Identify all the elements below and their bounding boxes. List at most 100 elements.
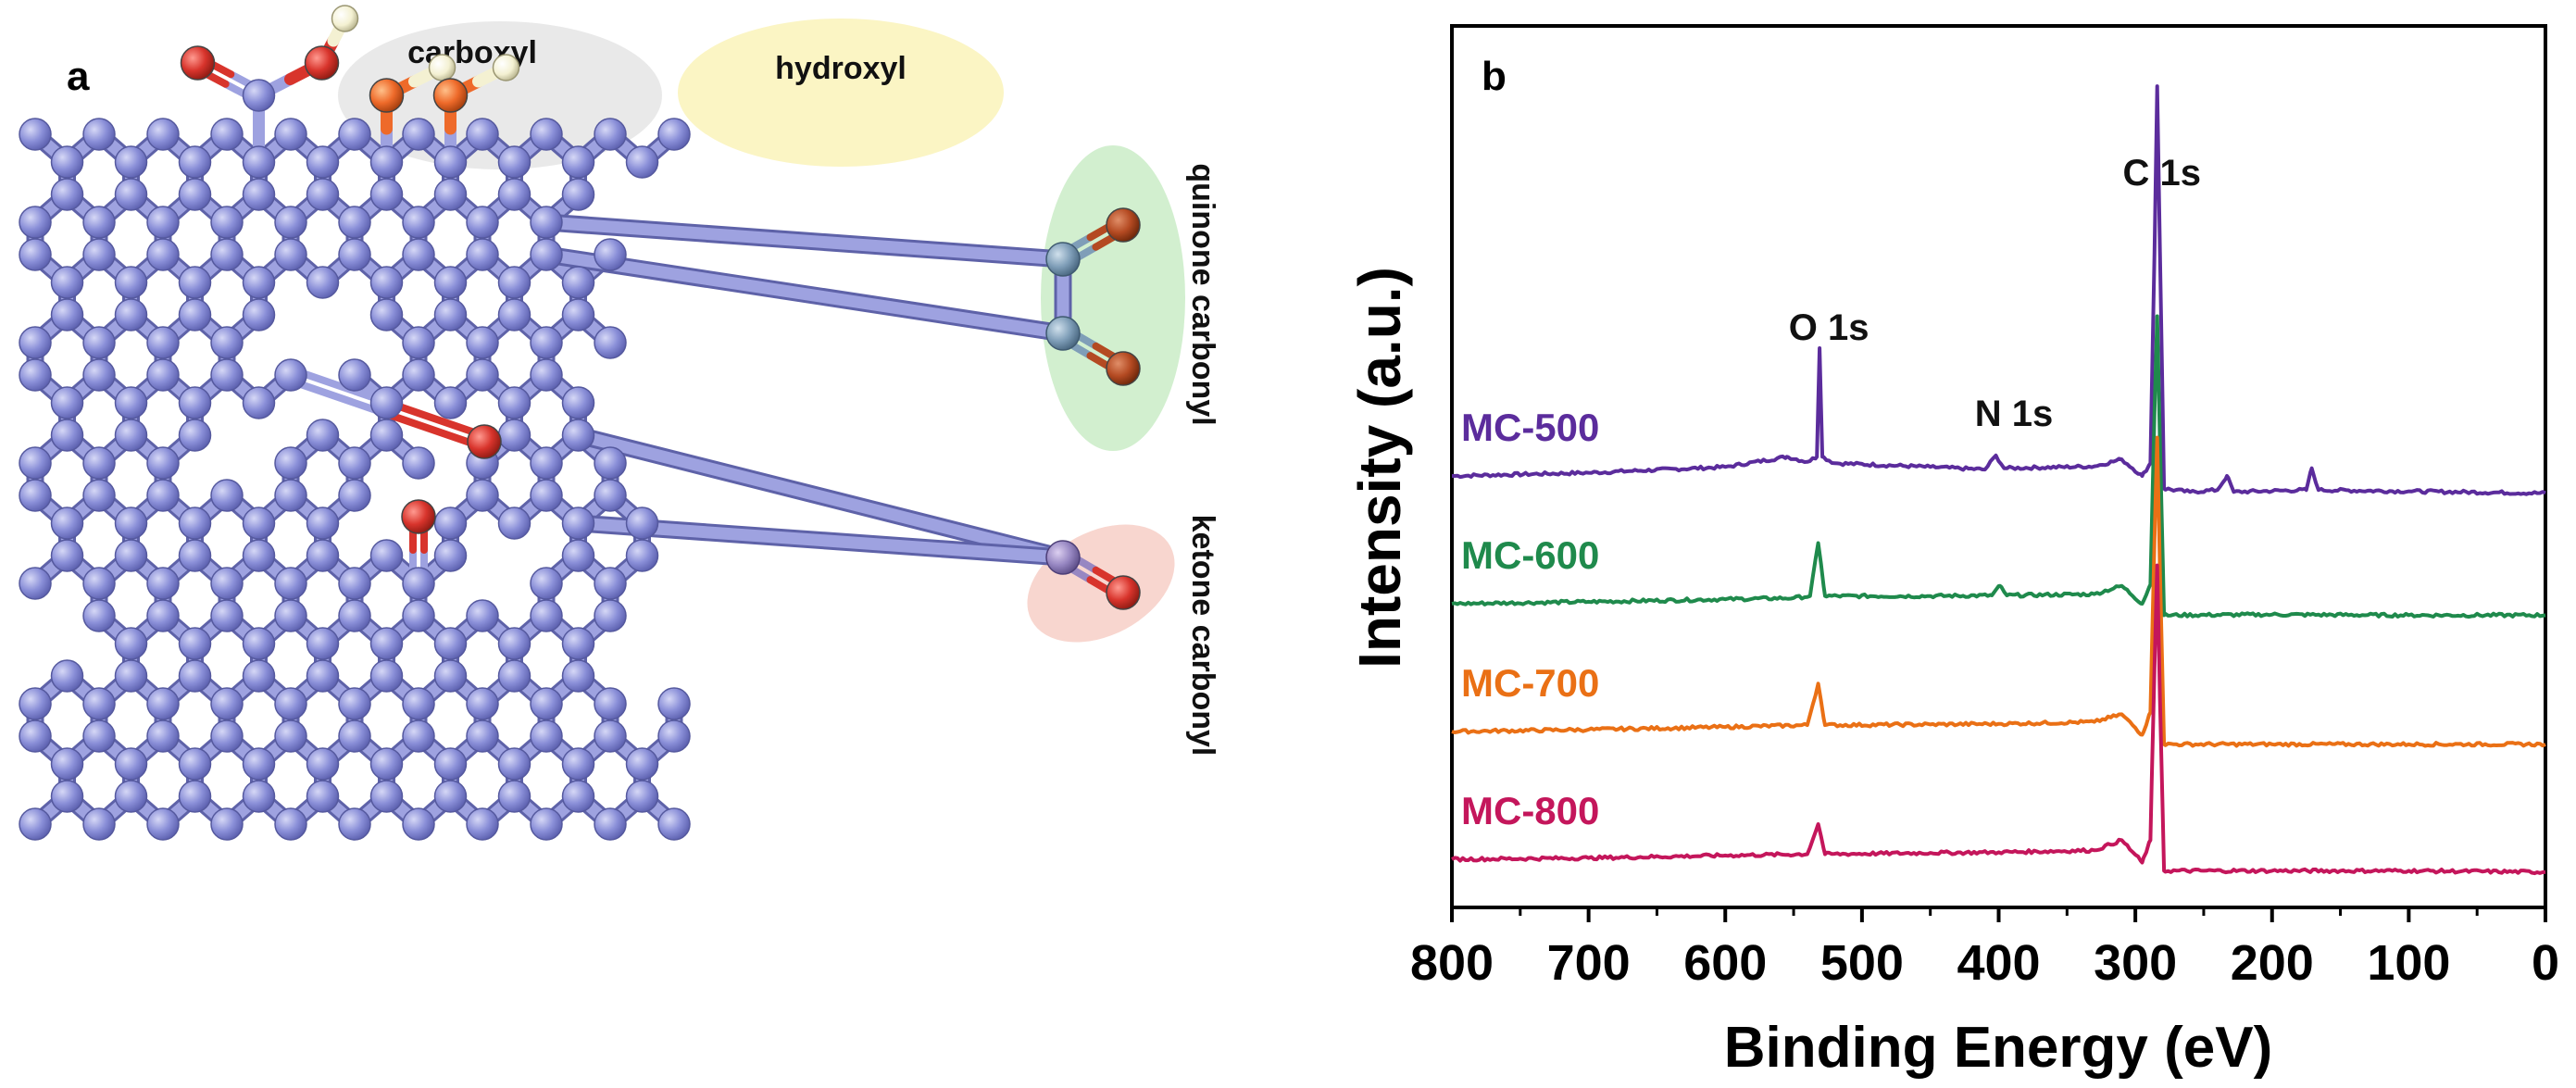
x-tick-label: 700 [1547, 935, 1631, 991]
bond [572, 517, 1069, 564]
carbon-atom [242, 780, 276, 813]
carbon-atom [306, 780, 340, 813]
functional-group-atoms [180, 5, 1141, 610]
ketone-carbon-atom [1045, 540, 1081, 575]
carbon-atom [82, 326, 116, 359]
lattice-atoms [19, 118, 691, 841]
carbon-atom [466, 326, 499, 359]
carbon-atom [146, 206, 180, 239]
carbon-atom [114, 659, 148, 693]
x-tick-label: 800 [1410, 935, 1494, 991]
y-axis-title: Intensity (a.u.) [1346, 267, 1413, 669]
carbon-atom [210, 118, 244, 151]
carbon-atom [306, 747, 340, 781]
carbon-atom [242, 386, 276, 419]
carbon-atom [146, 599, 180, 632]
carbon-atom [306, 266, 340, 299]
carbon-atom [657, 687, 691, 720]
carbon-atom [114, 539, 148, 572]
carbon-atom [497, 266, 531, 299]
carbon-atom [594, 687, 627, 720]
carbon-atom [402, 358, 435, 392]
carbon-atom [178, 178, 212, 211]
carbon-atom [210, 719, 244, 753]
carbon-atom [178, 539, 212, 572]
ketone-oxygen-atom [467, 424, 502, 459]
carbon-atom [210, 358, 244, 392]
carbon-atom [274, 719, 307, 753]
carbon-atom [50, 298, 84, 331]
double-bond [285, 376, 390, 418]
carbon-atom [433, 627, 468, 660]
carbon-atom [466, 687, 499, 720]
carbon-atom [82, 358, 116, 392]
ketone-oxygen-atom [1106, 575, 1141, 610]
carbon-atom [338, 567, 371, 600]
carbon-atom [625, 747, 659, 781]
x-tick-label: 300 [2094, 935, 2177, 991]
carbon-atom [146, 807, 180, 841]
carbon-atom [19, 326, 52, 359]
carbon-atom [530, 599, 563, 632]
carbon-atom [497, 178, 531, 211]
carbon-atom [497, 506, 531, 540]
carbon-atom [178, 780, 212, 813]
hydrogen-atom [331, 5, 359, 32]
carbon-atom [530, 687, 563, 720]
carbon-atom [114, 386, 148, 419]
carbon-atom [497, 659, 531, 693]
carbon-atom [50, 386, 84, 419]
carbon-atom [561, 298, 595, 331]
carbon-atom [178, 659, 212, 693]
carbon-atom [369, 659, 404, 693]
carbon-atom [338, 807, 371, 841]
carbon-atom [561, 266, 595, 299]
carbon-atom [274, 206, 307, 239]
carbon-atom [497, 627, 531, 660]
carbon-atom [82, 687, 116, 720]
carbon-atom [657, 719, 691, 753]
carbon-atom [114, 266, 148, 299]
x-tick-label: 100 [2367, 935, 2450, 991]
carbon-atom [530, 358, 563, 392]
carbon-atom [338, 118, 371, 151]
carbon-atom [466, 206, 499, 239]
carbon-atom [146, 118, 180, 151]
carbon-atom [19, 479, 52, 512]
carbon-atom [242, 659, 276, 693]
carbon-atom [466, 238, 499, 271]
double-bond [381, 409, 487, 451]
carbon-atom [242, 145, 276, 179]
carbon-atom [82, 446, 116, 480]
carbon-atom [530, 479, 563, 512]
carbon-atom [530, 238, 563, 271]
carbon-atom [338, 479, 371, 512]
carbon-atom [561, 747, 595, 781]
peak-label-n-1s: N 1s [1975, 394, 2054, 434]
carbon-atom [561, 419, 595, 452]
carbon-atom [497, 780, 531, 813]
series-line-mc-800 [1451, 563, 2546, 876]
x-tick-label: 500 [1820, 935, 1904, 991]
carbon-atom [146, 238, 180, 271]
carboxyl-carbon-atom [242, 79, 276, 112]
plot-frame [1450, 24, 2547, 909]
quinone-oxygen-atom [1106, 351, 1141, 386]
series-labels: MC-500 MC-600 MC-700 MC-800 [1461, 406, 1599, 832]
carbon-atom [369, 298, 404, 331]
carbon-atom [433, 386, 468, 419]
carbon-atom [242, 627, 276, 660]
carbon-atom [530, 719, 563, 753]
bond [572, 429, 1069, 564]
x-axis-ticks: 800 700 600 500 400 300 200 100 0 [1410, 907, 2559, 991]
carbon-atom [114, 178, 148, 211]
carbon-atom [594, 599, 627, 632]
carbon-atom [338, 206, 371, 239]
carbon-atom [433, 506, 468, 540]
carbon-atom [306, 627, 340, 660]
carbon-atom [466, 599, 499, 632]
carbon-atom [146, 719, 180, 753]
carbon-atom [594, 238, 627, 271]
carbon-atom [466, 807, 499, 841]
carbon-atom [561, 780, 595, 813]
